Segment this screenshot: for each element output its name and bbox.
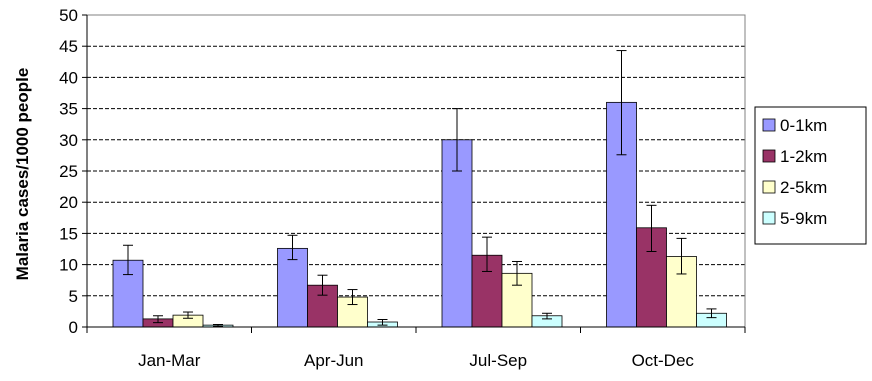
legend-label-1-2km: 1-2km [780, 147, 827, 166]
y-tick-label: 50 [59, 6, 78, 25]
legend-label-5-9km: 5-9km [780, 209, 827, 228]
y-tick-label: 5 [69, 287, 78, 306]
y-tick-label: 25 [59, 162, 78, 181]
y-axis-title: Malaria cases/1000 people [13, 68, 32, 281]
x-category-label: Jul-Sep [469, 351, 527, 370]
x-category-label: Jan-Mar [138, 351, 201, 370]
y-tick-label: 40 [59, 68, 78, 87]
x-category-label: Apr-Jun [304, 351, 364, 370]
y-tick-label: 0 [69, 318, 78, 337]
y-tick-label: 15 [59, 224, 78, 243]
x-category-label: Oct-Dec [632, 351, 695, 370]
legend: 0-1km 1-2km 2-5km 5-9km [754, 106, 867, 245]
error-bars-layer [123, 50, 717, 327]
y-tick-label: 45 [59, 37, 78, 56]
legend-label-0-1km: 0-1km [780, 116, 827, 135]
legend-swatch-2-5km [762, 180, 776, 194]
y-tick-label: 20 [59, 193, 78, 212]
legend-swatch-5-9km [762, 211, 776, 225]
axes-layer: 0 5 10 15 20 25 30 35 40 45 50 Jan-Mar Apr-Jun Jul-Se… [59, 6, 746, 370]
y-tick-label: 10 [59, 256, 78, 275]
legend-label-2-5km: 2-5km [780, 178, 827, 197]
bars-layer [112, 101, 727, 328]
y-tick-label: 35 [59, 100, 78, 119]
legend-swatch-1-2km [762, 149, 776, 163]
legend-swatch-0-1km [762, 118, 776, 132]
y-tick-label: 30 [59, 131, 78, 150]
bar-0-1km-Apr-Jun [277, 247, 308, 328]
